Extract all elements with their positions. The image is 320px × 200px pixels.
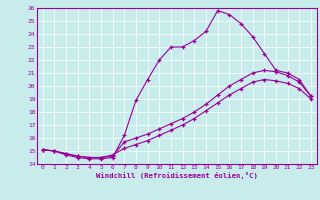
X-axis label: Windchill (Refroidissement éolien,°C): Windchill (Refroidissement éolien,°C) <box>96 172 258 179</box>
